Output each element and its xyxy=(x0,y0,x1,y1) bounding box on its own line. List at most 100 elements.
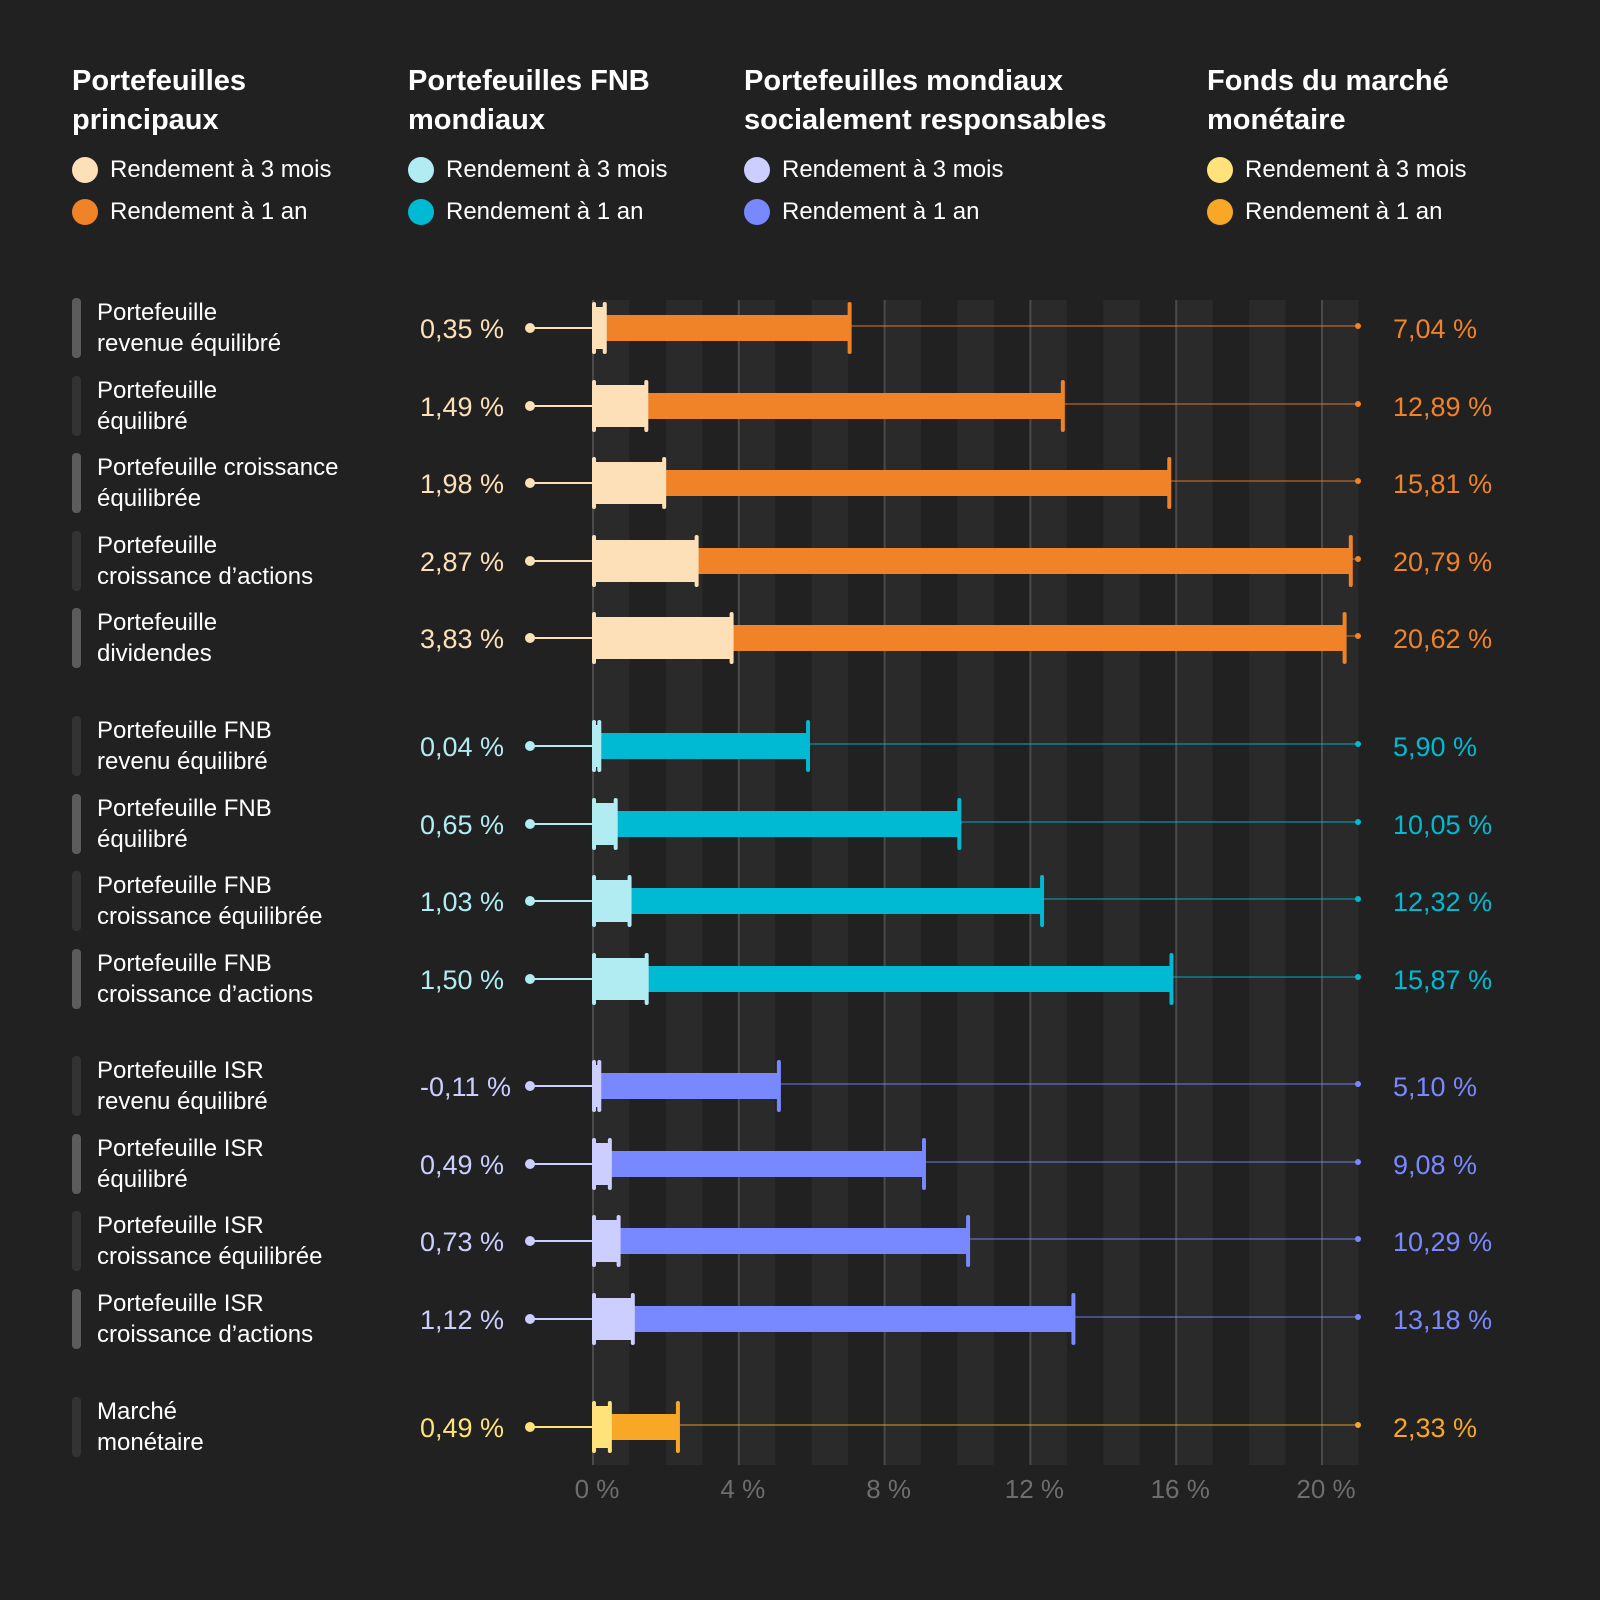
row-marker xyxy=(72,1056,81,1116)
bar-3-month xyxy=(593,1406,611,1448)
leader-dot-1y xyxy=(1355,1314,1361,1320)
bar-3-month xyxy=(593,307,606,349)
bar-start-cap-3-month xyxy=(592,612,596,664)
leader-dot-3m xyxy=(525,819,535,829)
row-label-text: Portefeuille FNB équilibré xyxy=(97,795,272,853)
row-marker xyxy=(72,531,81,591)
legend-swatch xyxy=(744,199,770,225)
leader-dot-3m xyxy=(525,1159,535,1169)
legend-item: Rendement à 1 an xyxy=(1207,196,1567,228)
bar-end-cap-1-year xyxy=(1342,612,1347,664)
legend-label: Rendement à 3 mois xyxy=(782,156,1004,183)
bar-1-year xyxy=(593,1073,779,1099)
row-marker xyxy=(72,1211,81,1271)
bar-3-month xyxy=(593,1143,611,1185)
row-label: Portefeuille FNB revenu équilibré xyxy=(72,715,397,777)
x-tick-label: 4 % xyxy=(720,1474,765,1504)
bar-end-cap-3-month xyxy=(602,302,607,354)
value-label-1-year: 10,29 % xyxy=(1393,1227,1492,1257)
legend-swatch xyxy=(744,157,770,183)
bar-1-year xyxy=(593,315,850,341)
bar-3-month xyxy=(593,958,648,1000)
bar-end-cap-3-month xyxy=(729,612,734,664)
x-tick-label: 8 % xyxy=(866,1474,911,1504)
leader-dot-1y xyxy=(1355,633,1361,639)
leader-dot-1y xyxy=(1355,1236,1361,1242)
legend-group: Portefeuilles principaux Rendement à 3 mo… xyxy=(72,62,392,228)
row-label-text: Portefeuille dividendes xyxy=(97,609,218,667)
legend-label: Rendement à 1 an xyxy=(110,198,308,225)
row-marker xyxy=(72,1397,81,1457)
row-label: Portefeuille FNB croissance équilibrée xyxy=(72,870,397,932)
bar-start-cap-3-month xyxy=(592,535,596,587)
row-label-text: Portefeuille ISR croissance équilibrée xyxy=(97,1212,323,1270)
row-label-text: Portefeuille ISR croissance d’actions xyxy=(97,1290,314,1348)
row-label-text: Portefeuille FNB croissance équilibrée xyxy=(97,872,323,930)
legend-swatch xyxy=(408,199,434,225)
leader-dot-3m xyxy=(525,974,535,984)
row-marker xyxy=(72,1134,81,1194)
grid-stripe xyxy=(1322,300,1359,1465)
group-title: Fonds du marché monétaire xyxy=(1207,65,1449,136)
bar-1-year xyxy=(593,811,960,837)
row-label: Marché monétaire xyxy=(72,1396,397,1458)
row-label: Portefeuille FNB croissance d’actions xyxy=(72,948,397,1010)
row-marker xyxy=(72,608,81,668)
leader-dot-3m xyxy=(525,556,535,566)
bar-3-month xyxy=(593,617,733,659)
legend-item: Rendement à 3 mois xyxy=(408,154,728,186)
bar-1-year xyxy=(593,966,1172,992)
bar-end-cap-1-year xyxy=(1169,953,1174,1005)
leader-dot-3m xyxy=(525,1422,535,1432)
row-marker xyxy=(72,376,81,436)
legend-label: Rendement à 3 mois xyxy=(446,156,668,183)
legend-group: Portefeuilles mondiaux socialement respo… xyxy=(744,62,1194,228)
bar-end-cap-1-year xyxy=(806,720,811,772)
row-label: Portefeuille ISR équilibré xyxy=(72,1133,397,1195)
value-label-1-year: 13,18 % xyxy=(1393,1305,1492,1335)
bar-end-cap-1-year xyxy=(957,798,962,850)
value-label-1-year: 7,04 % xyxy=(1393,314,1477,344)
value-label-3-month: 0,73 % xyxy=(420,1227,504,1257)
bar-end-cap-1-year xyxy=(776,1060,781,1112)
bar-1-year xyxy=(593,1306,1074,1332)
value-label-1-year: 5,10 % xyxy=(1393,1072,1477,1102)
bar-start-cap-3-month xyxy=(592,1060,596,1112)
bar-end-cap-3-month xyxy=(607,1401,612,1453)
bar-3-month xyxy=(593,462,666,504)
bar-end-cap-3-month xyxy=(613,798,618,850)
value-label-3-month: 0,04 % xyxy=(420,732,504,762)
bar-end-cap-1-year xyxy=(1060,380,1065,432)
leader-dot-1y xyxy=(1355,401,1361,407)
bar-end-cap-3-month xyxy=(644,953,649,1005)
row-label: Portefeuille revenue équilibré xyxy=(72,297,397,359)
bar-3-month xyxy=(593,540,698,582)
bar-end-cap-3-month xyxy=(607,1138,612,1190)
value-label-3-month: 0,65 % xyxy=(420,810,504,840)
group-title: Portefeuilles FNB mondiaux xyxy=(408,65,650,136)
value-label-1-year: 20,62 % xyxy=(1393,624,1492,654)
row-label: Portefeuille dividendes xyxy=(72,607,397,669)
row-marker xyxy=(72,794,81,854)
bar-1-year xyxy=(593,1151,924,1177)
row-marker xyxy=(72,949,81,1009)
bar-1-year xyxy=(593,548,1351,574)
value-label-3-month: 0,35 % xyxy=(420,314,504,344)
bar-end-cap-1-year xyxy=(1167,457,1172,509)
bar-3-month xyxy=(593,725,601,767)
leader-dot-3m xyxy=(525,633,535,643)
legend-label: Rendement à 1 an xyxy=(782,198,980,225)
bar-end-cap-1-year xyxy=(1040,875,1045,927)
bar-1-year xyxy=(593,888,1043,914)
bar-end-cap-3-month xyxy=(630,1293,635,1345)
bar-3-month xyxy=(593,1065,601,1107)
x-tick-label: 0 % xyxy=(575,1474,620,1504)
bar-3-month xyxy=(593,803,617,845)
row-label-text: Portefeuille croissance d’actions xyxy=(97,532,314,590)
leader-dot-1y xyxy=(1355,819,1361,825)
row-marker xyxy=(72,298,81,358)
legend-item: Rendement à 3 mois xyxy=(1207,154,1567,186)
bar-start-cap-3-month xyxy=(592,1401,596,1453)
bar-start-cap-3-month xyxy=(592,302,596,354)
value-label-1-year: 15,81 % xyxy=(1393,469,1492,499)
